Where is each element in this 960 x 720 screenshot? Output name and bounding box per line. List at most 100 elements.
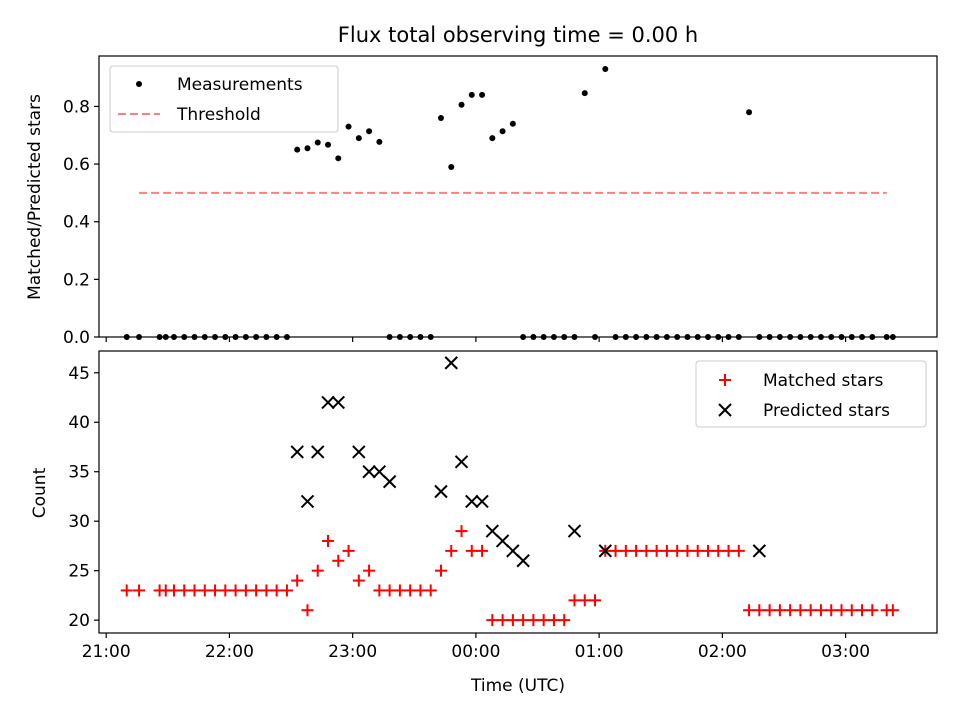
x-tick-label: 23:00 <box>328 642 377 662</box>
x-tick-label: 00:00 <box>451 642 500 662</box>
measurement-point <box>314 139 321 146</box>
y-tick-label: 45 <box>68 364 90 384</box>
matched-star-point <box>506 614 519 627</box>
matched-star-point <box>701 544 714 557</box>
matched-star-point <box>424 584 437 597</box>
matched-star-point <box>260 584 273 597</box>
matched-star-point <box>547 614 560 627</box>
matched-star-point <box>773 604 786 617</box>
predicted-star-point <box>506 544 520 558</box>
measurement-point <box>448 163 455 170</box>
matched-star-point <box>794 604 807 617</box>
matched-star-point <box>866 604 879 617</box>
measurement-point <box>479 91 486 98</box>
matched-star-point <box>311 564 324 577</box>
y-tick-label: 0.8 <box>63 97 90 117</box>
matched-star-point <box>619 544 632 557</box>
matched-star-point <box>671 544 684 557</box>
matched-star-point <box>301 604 314 617</box>
top-legend-box <box>109 65 339 133</box>
measurement-point <box>335 155 342 162</box>
x-tick-label: 22:00 <box>205 642 254 662</box>
top-x-axis <box>105 337 847 342</box>
top-legend: Measurements Threshold <box>109 65 339 133</box>
measurement-point <box>355 135 362 142</box>
matched-star-point <box>517 614 530 627</box>
matched-star-point <box>445 544 458 557</box>
y-tick-label: 0.2 <box>63 270 90 290</box>
predicted-star-point <box>372 465 387 479</box>
matched-star-point <box>753 604 766 617</box>
matched-star-point <box>496 614 509 627</box>
predicted-star-point <box>300 494 315 509</box>
matched-star-point <box>578 594 591 607</box>
y-tick-label: 40 <box>68 413 90 433</box>
measurement-point <box>304 145 311 152</box>
matched-star-point <box>845 604 858 617</box>
bottom-plot-area <box>120 356 899 627</box>
matched-star-point <box>229 584 242 597</box>
matched-star-point <box>270 584 283 597</box>
predicted-star-point <box>454 455 469 469</box>
predicted-star-point <box>311 445 325 459</box>
predicted-star-point <box>567 524 582 538</box>
legend-measurements-marker <box>136 81 142 87</box>
measurement-point <box>366 128 373 135</box>
bottom-x-axis: 21:00 22:00 23:00 00:00 01:00 02:00 03:00 <box>82 633 870 662</box>
legend-predicted-marker <box>718 403 732 417</box>
matched-star-point <box>763 604 776 617</box>
matched-star-point <box>804 604 817 617</box>
chart-title: Flux total observing time = 0.00 h <box>338 23 698 47</box>
top-y-axis-label: Matched/Predicted stars <box>25 94 45 300</box>
matched-star-point <box>393 584 406 597</box>
bottom-axes-frame <box>98 350 938 634</box>
predicted-star-point <box>516 554 530 568</box>
x-tick-label: 02:00 <box>698 642 747 662</box>
predicted-star-point <box>752 544 767 558</box>
matched-star-point <box>814 604 827 617</box>
matched-star-point <box>722 544 735 557</box>
bottom-legend-box <box>695 360 927 428</box>
predicted-star-point <box>331 395 345 410</box>
matched-star-point <box>640 544 653 557</box>
matched-star-point <box>465 544 478 557</box>
measurement-point <box>746 109 753 116</box>
x-axis-label: Time (UTC) <box>470 676 565 696</box>
matched-star-point <box>455 525 468 538</box>
matched-star-point <box>486 614 499 627</box>
matched-star-point <box>609 544 622 557</box>
matched-star-point <box>691 544 704 557</box>
measurement-point <box>294 146 301 153</box>
matched-star-point <box>527 614 540 627</box>
matched-star-point <box>558 614 571 627</box>
predicted-star-point <box>290 445 304 459</box>
matched-star-point <box>630 544 643 557</box>
bottom-y-axis-label: Count <box>30 467 50 518</box>
y-tick-label: 35 <box>68 463 90 483</box>
measurement-point <box>437 114 444 121</box>
matched-star-point <box>537 614 550 627</box>
matched-star-point <box>178 584 191 597</box>
matched-star-point <box>856 604 869 617</box>
x-tick-label: 01:00 <box>575 642 624 662</box>
y-tick-label: 0.4 <box>63 213 90 233</box>
matched-star-point <box>404 584 417 597</box>
matched-star-point <box>660 544 673 557</box>
matched-star-point <box>681 544 694 557</box>
legend-predicted-label: Predicted stars <box>763 401 890 421</box>
top-axes-frame <box>98 55 938 338</box>
matched-star-point <box>568 594 581 607</box>
matched-star-point <box>383 584 396 597</box>
matched-star-point <box>476 544 489 557</box>
predicted-star-point <box>444 356 458 370</box>
matched-star-point <box>280 584 293 597</box>
matched-star-point <box>712 544 725 557</box>
predicted-star-point <box>485 524 500 538</box>
predicted-star-point <box>382 474 397 489</box>
bottom-legend: Matched stars Predicted stars <box>695 360 927 428</box>
matched-star-point <box>209 584 222 597</box>
matched-star-point <box>743 604 756 617</box>
matched-star-point <box>332 554 345 567</box>
measurement-point <box>458 101 465 108</box>
